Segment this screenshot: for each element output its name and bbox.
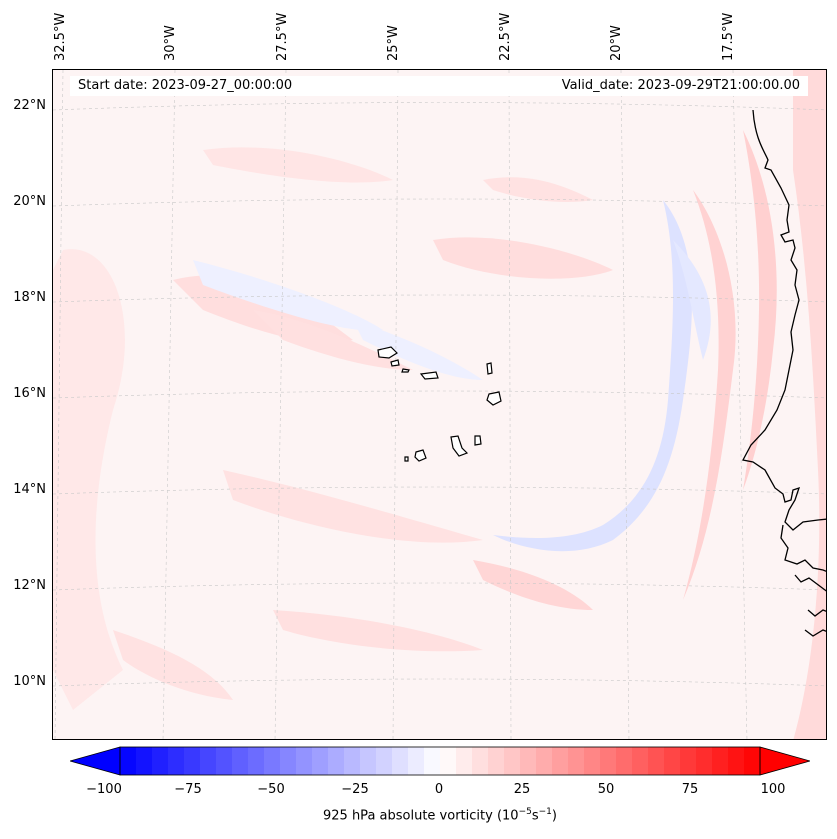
colorbar-segment [296,747,313,775]
lon-label-25w: 25°W [386,25,401,61]
colorbar-segment [648,747,665,775]
lat-label-18n: 18°N [13,290,46,305]
lat-label-10n: 10°N [13,674,46,689]
lat-label-20n: 20°N [13,194,46,209]
island-fogo [414,449,427,462]
colorbar-tick-minus100: −100 [86,782,122,797]
colorbar-segment [424,747,441,775]
cape-verde-islands [377,346,502,462]
colorbar-tick-75: 75 [681,782,699,797]
colorbar-segment [744,747,761,775]
island-sao-vicente [390,359,400,367]
island-maio [474,435,482,446]
colorbar-segment [568,747,585,775]
island-brava [404,456,409,462]
africa-coastline [742,109,826,531]
colorbar-segment [248,747,265,775]
vorticity-map [52,69,827,740]
colorbar-segment [360,747,377,775]
colorbar-segment [664,747,681,775]
colorbar-segments [120,747,761,775]
colorbar-segment [440,747,457,775]
lon-label-27-5w: 27.5°W [275,12,290,61]
lat-label-12n: 12°N [13,578,46,593]
colorbar-segment [328,747,345,775]
lon-label-22-5w: 22.5°W [498,12,513,61]
colorbar-segment [184,747,201,775]
island-sal [486,362,493,375]
colorbar-segment [712,747,729,775]
island-santiago [450,435,469,457]
africa-coastline-south [780,524,826,637]
map-canvas [53,70,826,739]
colorbar-outline [119,746,761,776]
colorbar-segment [312,747,329,775]
colorbar-tick-minus50: −50 [257,782,285,797]
lat-label-22n: 22°N [13,98,46,113]
colorbar-segment [120,747,137,775]
island-sao-nicolau [419,371,439,380]
island-santo-antao [377,346,398,359]
colorbar-max-arrow [759,746,810,776]
colorbar-segment [504,747,521,775]
colorbar-segment [408,747,425,775]
colorbar-segment [728,747,745,775]
colorbar-segment [520,747,537,775]
colorbar-segment [376,747,393,775]
colorbar-segment [232,747,249,775]
colorbar-tick-50: 50 [597,782,615,797]
lon-label-32-5w: 32.5°W [53,12,68,61]
colorbar-segment [696,747,713,775]
colorbar-segment [200,747,217,775]
colorbar-tick-minus75: −75 [174,782,202,797]
colorbar-segment [392,747,409,775]
colorbar-segment [616,747,633,775]
colorbar-segment [680,747,697,775]
colorbar-label-main: 925 hPa absolute vorticity (10 [323,808,519,824]
colorbar-segment [632,747,649,775]
start-date-text: Start date: 2023-09-27_00:00:00 [78,78,293,93]
colorbar-label-end: ) [551,808,557,824]
colorbar-label-exp2: −1 [538,807,552,817]
lat-label-14n: 14°N [13,482,46,497]
colorbar-tick-minus25: −25 [341,782,369,797]
colorbar-label: 925 hPa absolute vorticity (10−5s−1) [0,807,837,823]
colorbar-segment [216,747,233,775]
colorbar-segment [264,747,281,775]
lon-label-30w: 30°W [163,25,178,61]
colorbar-segment [456,747,473,775]
colorbar-tick-25: 25 [513,782,531,797]
colorbar-segment [280,747,297,775]
colorbar-min-arrow [70,746,121,776]
colorbar-segment [344,747,361,775]
colorbar-segment [536,747,553,775]
vorticity-colorbar [70,746,810,776]
colorbar-segment [152,747,169,775]
graticule [53,70,826,739]
colorbar-segment [488,747,505,775]
colorbar-segment [600,747,617,775]
lon-label-20w: 20°W [609,25,624,61]
date-header: Start date: 2023-09-27_00:00:00 Valid_da… [70,76,808,96]
colorbar-tick-100: 100 [760,782,786,797]
colorbar-segment [552,747,569,775]
colorbar-segment [472,747,489,775]
colorbar-tick-0: 0 [434,782,444,797]
colorbar-segment [136,747,153,775]
colorbar-segment [168,747,185,775]
island-santa-luzia [401,368,410,373]
island-boa-vista [486,391,502,406]
valid-date-text: Valid_date: 2023-09-29T21:00:00.00 [561,78,800,93]
lon-label-17-5w: 17.5°W [721,12,736,61]
colorbar-label-mid: s [531,808,539,824]
lat-label-16n: 16°N [13,386,46,401]
colorbar-label-exp1: −5 [518,807,532,817]
colorbar-segment [584,747,601,775]
vorticity-field [53,70,826,739]
